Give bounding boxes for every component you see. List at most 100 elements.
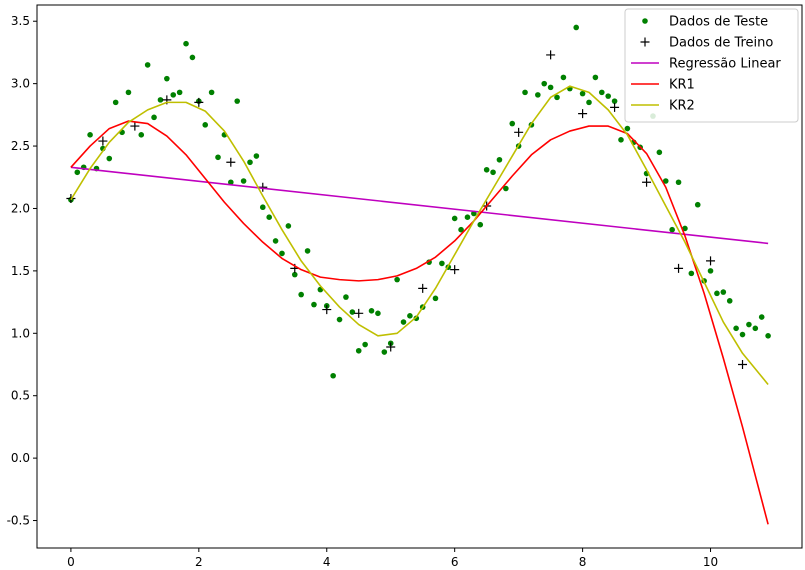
train-point-14 bbox=[514, 127, 524, 137]
y-tick-label-2: 2.0 bbox=[11, 201, 30, 215]
y-tick-label-3: 3.0 bbox=[11, 77, 30, 91]
train-point-8 bbox=[322, 305, 332, 315]
test-point-78 bbox=[573, 24, 580, 31]
test-point-64 bbox=[483, 166, 490, 173]
test-point-63 bbox=[477, 221, 484, 228]
x-tick-label-0: 0 bbox=[67, 555, 75, 569]
plot-marks bbox=[66, 24, 771, 525]
test-point-104 bbox=[739, 331, 746, 338]
test-point-84 bbox=[611, 98, 618, 104]
test-point-16 bbox=[176, 89, 183, 96]
test-point-56 bbox=[432, 295, 439, 302]
test-point-35 bbox=[298, 291, 304, 298]
test-point-29 bbox=[259, 204, 266, 211]
test-point-101 bbox=[720, 289, 727, 295]
test-point-91 bbox=[656, 149, 663, 156]
test-point-51 bbox=[400, 319, 407, 325]
test-point-37 bbox=[311, 301, 317, 308]
test-point-66 bbox=[496, 156, 503, 163]
test-point-53 bbox=[413, 315, 420, 322]
test-point-75 bbox=[554, 94, 560, 101]
legend-entry-2: Regressão Linear bbox=[669, 57, 781, 72]
test-point-65 bbox=[490, 169, 496, 176]
test-point-93 bbox=[669, 226, 675, 233]
test-point-21 bbox=[208, 89, 215, 96]
test-point-41 bbox=[336, 316, 343, 323]
test-point-24 bbox=[228, 179, 234, 186]
test-point-25 bbox=[234, 98, 241, 104]
test-point-92 bbox=[662, 178, 669, 184]
axis-ticks: 0 2 4 6 8 10 -0.5 0.0 0.5 1.0 1.5 2.0 2.5 3.0 3.5 bbox=[7, 14, 719, 569]
train-point-4 bbox=[194, 97, 204, 107]
test-point-20 bbox=[202, 122, 209, 128]
test-point-32 bbox=[279, 250, 285, 257]
legend-entry-0: Dados de Teste bbox=[669, 15, 768, 30]
train-point-1 bbox=[98, 136, 108, 146]
test-point-18 bbox=[189, 54, 196, 61]
test-point-100 bbox=[714, 290, 720, 297]
legend-entry-1: Dados de Treino bbox=[669, 36, 773, 51]
test-point-33 bbox=[285, 223, 292, 229]
y-tick-label--0.5: -0.5 bbox=[7, 514, 30, 528]
y-tick-label-0.5: 0.5 bbox=[11, 389, 30, 403]
test-point-57 bbox=[439, 260, 445, 267]
test-point-48 bbox=[381, 349, 388, 355]
x-tick-label-6: 6 bbox=[451, 555, 459, 569]
test-point-83 bbox=[605, 93, 611, 99]
test-point-73 bbox=[541, 80, 548, 87]
test-point-50 bbox=[394, 276, 400, 283]
test-point-45 bbox=[362, 341, 368, 348]
y-tick-label-0: 0.0 bbox=[11, 451, 30, 465]
test-point-40 bbox=[330, 372, 336, 379]
train-point-17 bbox=[610, 102, 620, 112]
legend-box bbox=[624, 8, 799, 123]
legend-marker-train bbox=[640, 37, 650, 47]
x-tick-label-8: 8 bbox=[579, 555, 587, 569]
test-point-96 bbox=[688, 270, 695, 277]
test-point-30 bbox=[266, 214, 272, 221]
x-tick-label-2: 2 bbox=[195, 555, 203, 569]
test-point-36 bbox=[304, 248, 311, 254]
test-point-31 bbox=[272, 238, 279, 244]
test-point-97 bbox=[694, 201, 701, 208]
train-point-18 bbox=[642, 177, 652, 187]
train-point-21 bbox=[738, 360, 748, 370]
test-point-81 bbox=[592, 74, 599, 81]
test-point-26 bbox=[240, 178, 247, 184]
test-point-103 bbox=[733, 325, 739, 332]
test-point-102 bbox=[726, 298, 733, 304]
train-point-9 bbox=[354, 308, 364, 318]
test-point-27 bbox=[247, 159, 253, 166]
train-point-12 bbox=[450, 265, 460, 275]
test-point-70 bbox=[522, 89, 528, 96]
x-tick-label-10: 10 bbox=[703, 555, 718, 569]
train-point-20 bbox=[706, 256, 716, 266]
test-point-105 bbox=[746, 321, 752, 328]
series-line-kr1 bbox=[70, 120, 769, 525]
test-point-99 bbox=[707, 268, 714, 274]
test-point-43 bbox=[349, 309, 356, 315]
test-point-13 bbox=[157, 97, 164, 103]
test-point-14 bbox=[164, 75, 170, 82]
test-point-82 bbox=[598, 89, 605, 96]
test-point-34 bbox=[291, 271, 298, 278]
test-point-94 bbox=[675, 179, 682, 186]
train-point-5 bbox=[226, 157, 236, 167]
test-point-61 bbox=[464, 214, 471, 221]
train-point-19 bbox=[674, 263, 684, 273]
test-point-80 bbox=[586, 99, 592, 106]
test-point-7 bbox=[112, 99, 119, 106]
legend-entry-3: KR1 bbox=[669, 78, 695, 93]
test-point-11 bbox=[144, 62, 151, 68]
test-point-59 bbox=[451, 215, 458, 222]
test-point-85 bbox=[618, 137, 624, 143]
series-line-kr2 bbox=[70, 85, 769, 385]
test-point-1 bbox=[74, 169, 81, 176]
test-point-106 bbox=[752, 325, 759, 332]
train-point-16 bbox=[578, 109, 588, 119]
test-point-9 bbox=[125, 89, 132, 96]
test-point-44 bbox=[355, 347, 362, 354]
test-point-28 bbox=[253, 153, 260, 159]
train-point-11 bbox=[418, 283, 428, 293]
